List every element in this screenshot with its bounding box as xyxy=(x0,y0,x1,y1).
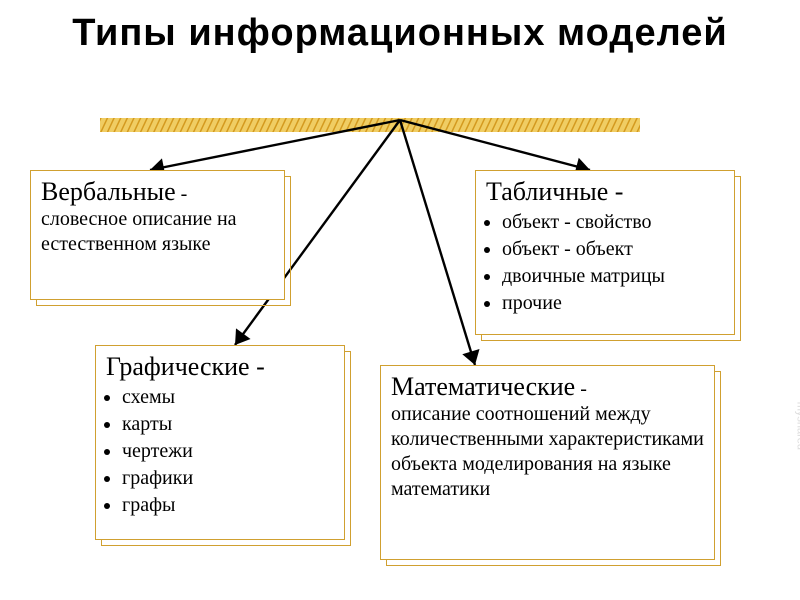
title-underline xyxy=(100,118,640,132)
node-dash: - xyxy=(250,352,265,381)
node-bullet: графики xyxy=(122,465,334,492)
node-face: Математические - описание соотношений ме… xyxy=(380,365,715,560)
node-bullet-list: объект - свойствообъект - объектдвоичные… xyxy=(486,209,724,317)
node-bullet: объект - объект xyxy=(502,236,724,263)
arrow xyxy=(400,120,480,365)
node-bullet: схемы xyxy=(122,384,334,411)
node-bullet: карты xyxy=(122,411,334,438)
node-face: Графические - схемыкартычертежиграфикигра… xyxy=(95,345,345,540)
node-dash: - xyxy=(176,183,188,205)
node-bullet: графы xyxy=(122,492,334,519)
node-graphic: Графические - схемыкартычертежиграфикигра… xyxy=(95,345,345,540)
diagram-stage: Типы информационных моделей myshared Вер… xyxy=(0,0,800,600)
node-dash: - xyxy=(575,378,587,400)
node-heading: Графические xyxy=(106,352,250,381)
page-title: Типы информационных моделей xyxy=(0,14,800,54)
node-bullet: чертежи xyxy=(122,438,334,465)
node-description: словесное описание на естественном языке xyxy=(41,207,274,257)
node-face: Табличные - объект - свойствообъект - объ… xyxy=(475,170,735,335)
node-math: Математические - описание соотношений ме… xyxy=(380,365,715,560)
node-bullet: прочие xyxy=(502,290,724,317)
node-heading: Табличные xyxy=(486,177,608,206)
node-face: Вербальные - словесное описание на естес… xyxy=(30,170,285,300)
watermark: myshared xyxy=(794,402,800,450)
node-description: описание соотношений между количественны… xyxy=(391,402,704,502)
node-heading: Математические xyxy=(391,372,575,401)
node-bullet: объект - свойство xyxy=(502,209,724,236)
node-bullet-list: схемыкартычертежиграфикиграфы xyxy=(106,384,334,519)
node-verbal: Вербальные - словесное описание на естес… xyxy=(30,170,285,300)
node-heading: Вербальные xyxy=(41,177,176,206)
node-tabular: Табличные - объект - свойствообъект - объ… xyxy=(475,170,735,335)
node-dash: - xyxy=(608,177,623,206)
node-bullet: двоичные матрицы xyxy=(502,263,724,290)
